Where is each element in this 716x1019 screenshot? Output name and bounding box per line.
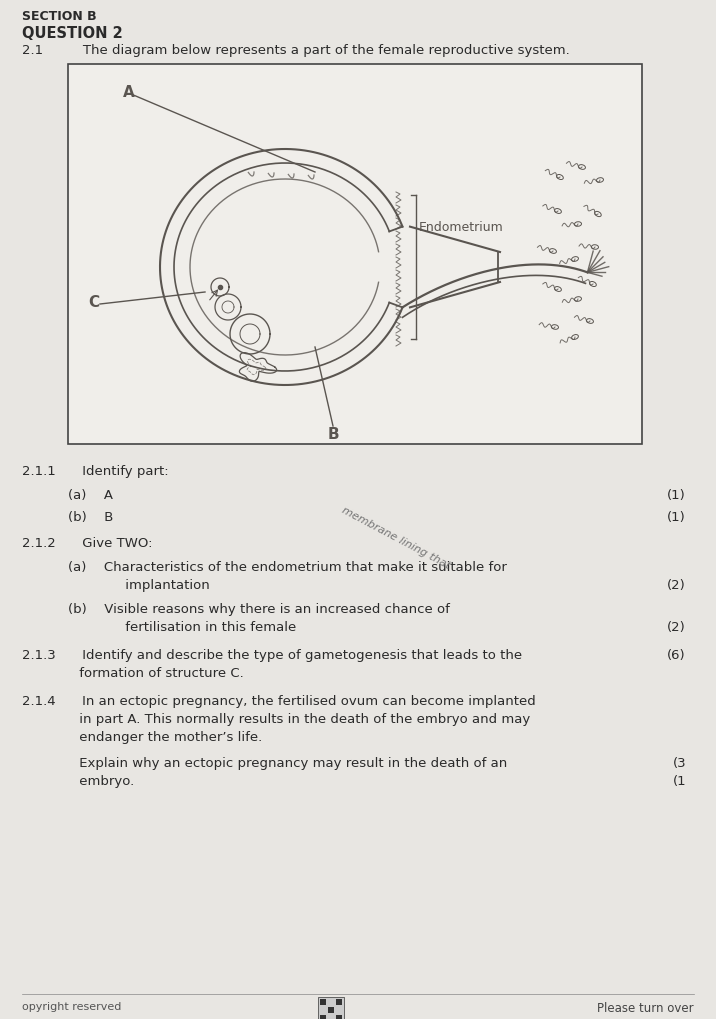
Text: (1: (1 — [672, 774, 686, 788]
Text: 2.1.2  Give TWO:: 2.1.2 Give TWO: — [22, 536, 153, 549]
Text: 2.1   The diagram below represents a part of the female reproductive system.: 2.1 The diagram below represents a part … — [22, 44, 570, 57]
Bar — [320, 1015, 326, 1019]
Text: C: C — [88, 294, 99, 310]
Text: Endometrium: Endometrium — [419, 221, 504, 233]
Text: formation of structure C.: formation of structure C. — [22, 666, 243, 680]
Text: (6): (6) — [667, 648, 686, 661]
Text: (2): (2) — [667, 621, 686, 634]
Text: (a)  Characteristics of the endometrium that make it suitable for: (a) Characteristics of the endometrium t… — [68, 560, 507, 574]
Text: opyright reserved: opyright reserved — [22, 1001, 122, 1011]
Text: implantation: implantation — [68, 579, 210, 591]
Text: 2.1.3  Identify and describe the type of gametogenesis that leads to the: 2.1.3 Identify and describe the type of … — [22, 648, 522, 661]
Bar — [336, 1015, 342, 1019]
Text: in part A. This normally results in the death of the embryo and may: in part A. This normally results in the … — [22, 712, 531, 726]
Text: Explain why an ectopic pregnancy may result in the death of an: Explain why an ectopic pregnancy may res… — [22, 756, 507, 769]
Text: (1): (1) — [667, 488, 686, 501]
Text: QUESTION 2: QUESTION 2 — [22, 25, 122, 41]
Text: (b)  B: (b) B — [68, 511, 113, 524]
Text: SECTION B: SECTION B — [22, 10, 97, 23]
Text: 2.1.4  In an ectopic pregnancy, the fertilised ovum can become implanted: 2.1.4 In an ectopic pregnancy, the ferti… — [22, 694, 536, 707]
Text: B: B — [327, 427, 339, 441]
Text: (3: (3 — [672, 756, 686, 769]
Bar — [328, 1007, 334, 1013]
Text: membrane lining that: membrane lining that — [340, 504, 452, 571]
Bar — [318, 997, 344, 1019]
Bar — [320, 999, 326, 1005]
Text: A: A — [123, 85, 135, 100]
Text: embryo.: embryo. — [22, 774, 135, 788]
Bar — [336, 999, 342, 1005]
Bar — [68, 65, 642, 444]
Text: endanger the mother’s life.: endanger the mother’s life. — [22, 731, 262, 743]
Text: (a)  A: (a) A — [68, 488, 113, 501]
Text: (1): (1) — [667, 511, 686, 524]
Text: fertilisation in this female: fertilisation in this female — [68, 621, 296, 634]
Text: (2): (2) — [667, 579, 686, 591]
Text: (b)  Visible reasons why there is an increased chance of: (b) Visible reasons why there is an incr… — [68, 602, 450, 615]
Text: Please turn over: Please turn over — [597, 1001, 694, 1014]
Text: 2.1.1  Identify part:: 2.1.1 Identify part: — [22, 465, 169, 478]
